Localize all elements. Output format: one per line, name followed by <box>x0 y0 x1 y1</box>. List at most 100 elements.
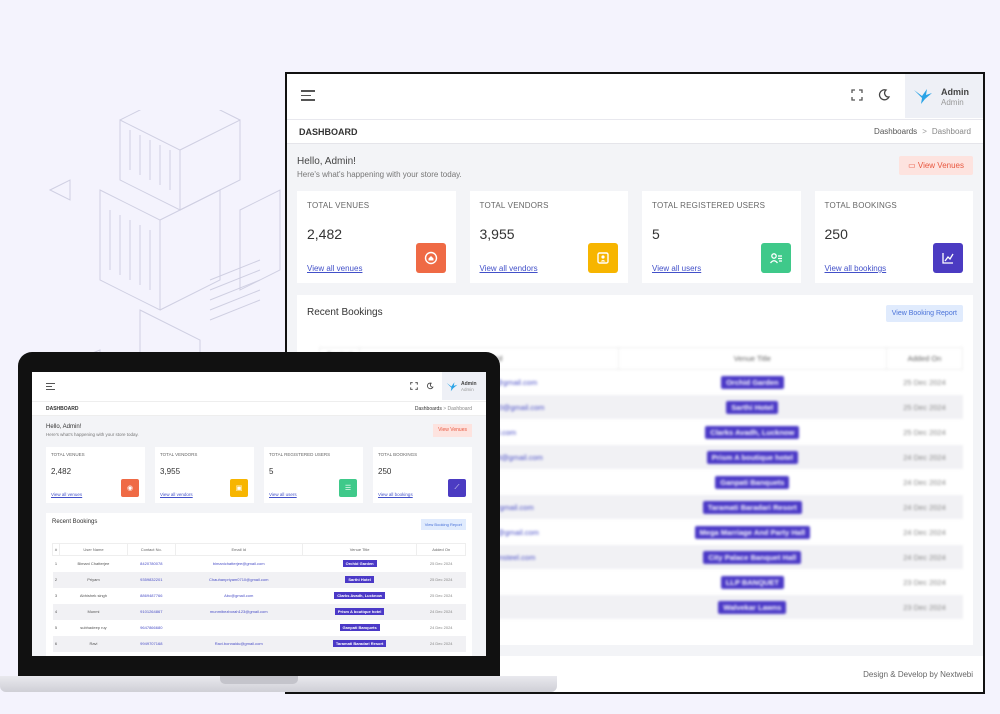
user-list-icon <box>760 243 791 273</box>
user-cell: Abhishek singh <box>79 593 108 598</box>
date-cell: 25 Dec 2024 <box>886 419 963 445</box>
date-cell: 24 Dec 2024 <box>886 494 963 520</box>
admin-profile[interactable]: Admin Admin <box>905 74 983 118</box>
breadcrumb-separator: > <box>443 405 447 412</box>
stat-label: TOTAL VENDORS <box>479 201 549 210</box>
index-cell: 3 <box>54 593 58 598</box>
breadcrumb: Dashboards > Dashboard <box>874 127 971 136</box>
laptop-base <box>0 676 557 692</box>
stat-value: 5 <box>652 226 660 242</box>
table-row: 2 Priyam 9359832201 Chauhanpriyam0710@gmail… <box>52 571 466 588</box>
laptop-device: Admin Admin DASHBOARD Dashboards > Dashbo… <box>18 352 500 676</box>
stat-label: TOTAL VENUES <box>51 452 85 457</box>
admin-role: Admin <box>941 97 964 107</box>
contact-cell: 9647866680 <box>140 625 163 630</box>
venue-cell: Sarthi Hotel <box>618 394 887 420</box>
view-all-venues-link[interactable]: View all venues <box>307 264 363 273</box>
home-icon <box>415 243 446 273</box>
venue-cell: LLP BANQUET <box>618 569 887 595</box>
venue-badge: Prism A boutique hotel <box>334 608 385 615</box>
venue-badge: Taramati Baradari Resort <box>702 500 802 514</box>
chart-line-icon <box>933 243 963 273</box>
stat-label: TOTAL REGISTERED USERS <box>269 452 331 457</box>
venue-badge: Prism A boutique hotel <box>706 450 799 464</box>
venue-cell: Clarks Avadh, Lucknow <box>302 588 417 604</box>
view-all-vendors-link[interactable]: View all vendors <box>160 492 193 497</box>
greeting-title: Hello, Admin! <box>46 424 82 430</box>
venue-cell: Ganpati Banquets <box>302 620 417 636</box>
venue-badge: City Palace Banquet Hall <box>703 550 802 564</box>
view-all-vendors-link[interactable]: View all vendors <box>479 264 538 273</box>
breadcrumb-parent[interactable]: Dashboards <box>414 405 442 412</box>
stat-value: 5 <box>269 467 274 476</box>
email-cell: munmibezborah123@gmail.com <box>175 603 303 620</box>
view-all-venues-link[interactable]: View all venues <box>51 492 83 497</box>
dark-mode-moon-icon[interactable] <box>877 88 891 102</box>
hamburger-menu-icon[interactable] <box>301 90 315 104</box>
stats-cards: TOTAL VENUES 2,482 View all venues ◉ TOTAL … <box>46 447 472 503</box>
stat-label: TOTAL VENUES <box>307 201 370 210</box>
stat-card-venues: TOTAL VENUES 2,482 View all venues <box>297 191 456 283</box>
venue-badge: Ganpati Banquets <box>715 475 790 489</box>
view-venues-button[interactable]: View Venues <box>433 424 472 437</box>
breadcrumb: Dashboards > Dashboard <box>415 406 472 412</box>
email-cell: bimanichatterjee@gmail.com <box>212 561 265 567</box>
user-cell: Priyam <box>59 571 128 588</box>
stat-value: 2,482 <box>51 467 72 476</box>
venue-cell: Mega Marriage And Party Hall <box>618 519 887 545</box>
fullscreen-icon[interactable] <box>410 382 418 390</box>
view-booking-report-button[interactable]: View Booking Report <box>885 305 963 322</box>
admin-profile[interactable]: Admin Admin <box>442 372 486 400</box>
stat-value: 250 <box>824 226 848 242</box>
user-list-icon: ☰ <box>339 479 357 497</box>
greeting-subtitle: Here's what's happening with your store … <box>297 170 462 179</box>
view-all-bookings-link[interactable]: View all bookings <box>824 264 887 273</box>
table-header-date: Added On <box>416 543 466 556</box>
table-row: 5 subhadeep ruy 9647866680 Ganpati Banquets… <box>53 620 466 636</box>
page-title: DASHBOARD <box>46 405 79 412</box>
venue-badge: Orchid Garden <box>721 375 784 389</box>
dark-mode-moon-icon[interactable] <box>426 382 434 390</box>
stat-card-vendors: TOTAL VENDORS 3,955 View all vendors ▣ <box>155 447 254 503</box>
stat-label: TOTAL VENDORS <box>160 452 198 457</box>
venue-cell: Orchid Garden <box>618 369 887 395</box>
date-cell: 25 Dec 2024 <box>429 561 453 567</box>
table-header-venue: Venue Title <box>301 543 418 556</box>
fullscreen-icon[interactable] <box>851 89 863 101</box>
email-cell: Abc@gmail.com <box>224 593 254 598</box>
venue-cell: Taramati Baradari Resort <box>618 494 887 520</box>
breadcrumb-parent[interactable]: Dashboards <box>874 127 918 136</box>
view-venues-button[interactable]: ▭ View Venues <box>899 156 973 175</box>
view-all-bookings-link[interactable]: View all bookings <box>378 492 413 497</box>
table-header-contact: Contact No. <box>126 543 176 556</box>
contact-cell: 8869487766 <box>140 593 163 598</box>
table-row: 6 Ravi 9949707168 Ravi.bonnaidu@gmail.com Ta… <box>52 635 466 652</box>
view-booking-report-button[interactable]: View Booking Report <box>420 519 466 530</box>
venue-badge: Orchid Garden <box>342 560 377 568</box>
contact-cell: 9359832201 <box>127 571 176 588</box>
message-icon: ▭ <box>908 161 916 170</box>
email-cell: Ravi.bonnaidu@gmail.com <box>175 635 303 652</box>
date-cell: 25 Dec 2024 <box>429 593 453 598</box>
page-titlebar: DASHBOARD Dashboards > Dashboard <box>287 120 983 144</box>
date-cell: 23 Dec 2024 <box>886 569 963 595</box>
portrait-icon <box>588 243 618 273</box>
hamburger-menu-icon[interactable] <box>46 383 55 393</box>
greeting-subtitle: Here's what's happening with your store … <box>46 432 139 437</box>
user-cell: Munmi <box>59 603 128 620</box>
recent-bookings-panel: Recent Bookings View Booking Report # Us… <box>46 513 472 656</box>
index-cell: 6 <box>52 635 60 652</box>
venue-badge: Mega Marriage And Party Hall <box>694 525 811 539</box>
view-all-users-link[interactable]: View all users <box>652 264 702 273</box>
stat-card-bookings: TOTAL BOOKINGS 250 View all bookings ⟋ <box>373 447 472 503</box>
date-cell: 24 Dec 2024 <box>886 444 963 470</box>
view-all-users-link[interactable]: View all users <box>269 492 297 497</box>
stats-cards: TOTAL VENUES 2,482 View all venues TOTAL… <box>297 191 973 283</box>
stat-card-venues: TOTAL VENUES 2,482 View all venues ◉ <box>46 447 145 503</box>
recent-bookings-title: Recent Bookings <box>52 519 98 525</box>
admin-name: Admin <box>941 86 969 97</box>
home-icon: ◉ <box>121 479 139 497</box>
table-header-email: Email Id <box>174 543 303 556</box>
venue-badge: Sarthi Hotel <box>345 576 374 583</box>
index-cell: 4 <box>52 603 60 620</box>
